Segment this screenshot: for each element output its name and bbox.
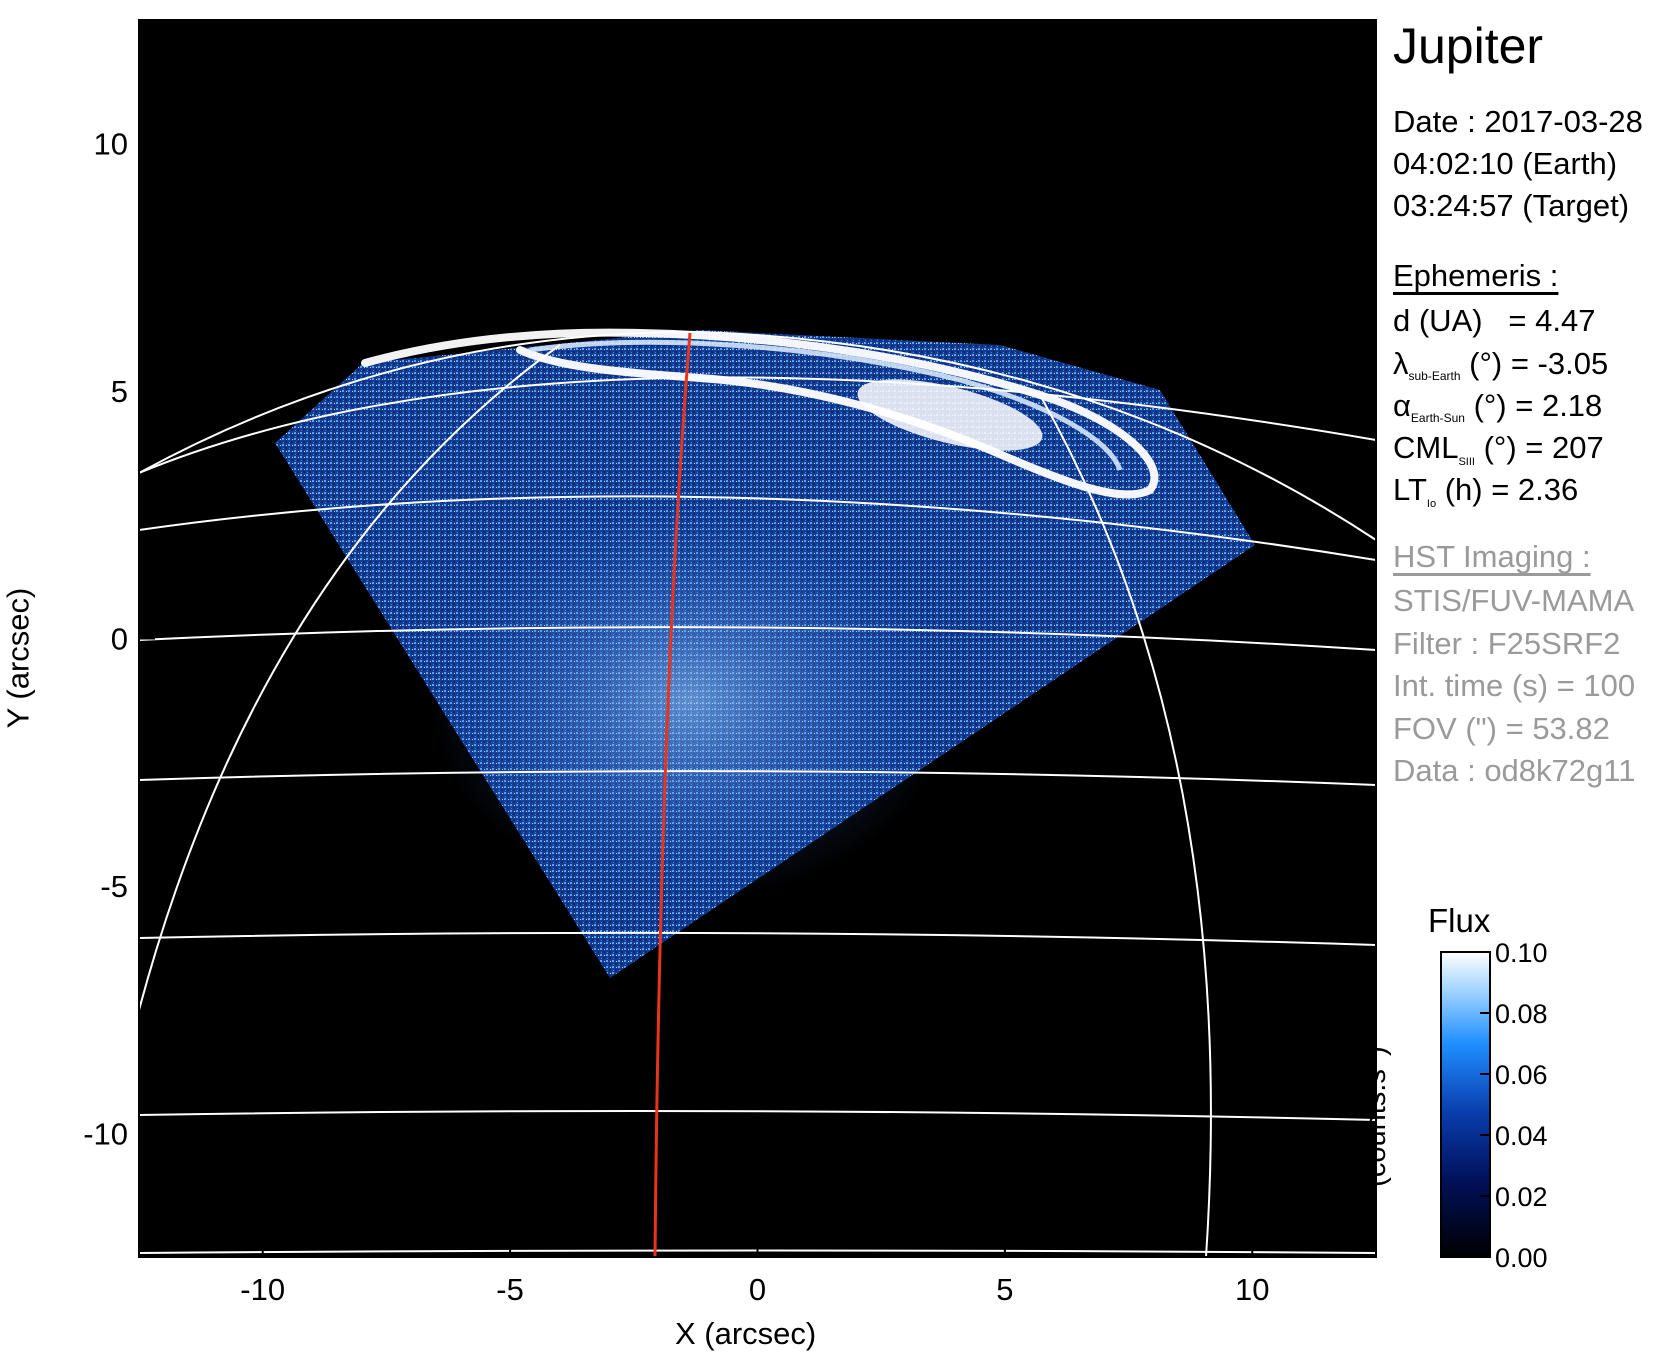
latitude-grid — [139, 376, 1376, 1257]
imaging-header: HST Imaging : — [1393, 539, 1591, 574]
colorbar-unit-exponent: -1 — [1361, 1055, 1379, 1070]
lt-value: (h) = 2.36 — [1444, 472, 1579, 507]
alpha-symbol: α — [1393, 388, 1411, 423]
colorbar — [1440, 951, 1491, 1258]
colorbar-tick-label: 0.06 — [1495, 1060, 1548, 1090]
longitude-grid — [139, 330, 1376, 1257]
ephemeris-alpha: αEarth-Sun (°) = 2.18 — [1393, 388, 1602, 425]
date-line: Date : 2017-03-28 — [1393, 104, 1643, 139]
imaging-instrument: STIS/FUV-MAMA — [1393, 583, 1635, 618]
x-tick-label: 0 — [749, 1272, 766, 1307]
lt-subscript: Io — [1426, 498, 1437, 510]
imaging-fov: FOV (") = 53.82 — [1393, 711, 1610, 746]
y-tick-label: 5 — [111, 374, 128, 409]
colorbar-tick-label: 0.10 — [1495, 938, 1548, 968]
alpha-value: (°) = 2.18 — [1473, 388, 1603, 423]
colorbar-unit-text: (counts.s — [1359, 1069, 1392, 1187]
imaging-int-time: Int. time (s) = 100 — [1393, 668, 1636, 703]
y-tick-label: -10 — [83, 1116, 128, 1151]
cml-symbol: CML — [1393, 430, 1459, 465]
colorbar-tick-label: 0.08 — [1495, 999, 1548, 1029]
auroral-oval-inner — [529, 339, 1123, 471]
cml-subscript: SIII — [1458, 456, 1475, 468]
target-time: 03:24:57 (Target) — [1393, 188, 1630, 223]
y-tick-label: 0 — [111, 622, 128, 657]
distance-value: = 4.47 — [1508, 303, 1596, 338]
imaging-filter: Filter : F25SRF2 — [1393, 626, 1621, 661]
colorbar-title: Flux — [1428, 902, 1491, 939]
y-tick-label: 10 — [94, 127, 128, 162]
colorbar-tick-label: 0.04 — [1495, 1121, 1548, 1151]
y-tick-label: -5 — [100, 869, 128, 904]
central-meridian — [653, 332, 692, 1257]
ephemeris-cml: CMLSIII (°) = 207 — [1393, 430, 1604, 468]
cml-value: (°) = 207 — [1483, 430, 1604, 465]
ephemeris-lambda: λsub-Earth (°) = -3.05 — [1393, 346, 1608, 383]
imaging-data-id: Data : od8k72g11 — [1393, 753, 1636, 788]
ephemeris-lt: LTIo (h) = 2.36 — [1393, 472, 1578, 510]
target-name: Jupiter — [1393, 18, 1544, 74]
ephemeris-header: Ephemeris : — [1393, 258, 1559, 293]
y-axis-ticks: -10 -5 0 5 10 — [83, 127, 1376, 1151]
colorbar-tick-label: 0.00 — [1495, 1243, 1548, 1273]
y-axis-label: Y (arcsec) — [0, 587, 36, 729]
x-axis-ticks: -10 -5 0 5 10 — [240, 20, 1270, 1307]
lt-symbol: LT — [1393, 472, 1427, 507]
x-tick-label: -10 — [240, 1272, 285, 1307]
earth-time: 04:02:10 (Earth) — [1393, 146, 1618, 181]
lambda-subscript: sub-Earth — [1408, 369, 1461, 383]
alpha-subscript: Earth-Sun — [1410, 411, 1465, 425]
x-tick-label: -5 — [496, 1272, 524, 1307]
colorbar-tick-label: 0.02 — [1495, 1182, 1548, 1212]
colorbar-unit-close: ) — [1359, 1046, 1392, 1056]
lambda-symbol: λ — [1393, 346, 1409, 381]
colorbar-unit-label: (counts.s-1) — [1360, 1046, 1393, 1187]
x-tick-label: 10 — [1235, 1272, 1269, 1307]
ephemeris-distance: d (UA) = 4.47 — [1393, 303, 1595, 339]
diffuse-glow — [430, 500, 950, 900]
lambda-value: (°) = -3.05 — [1469, 346, 1609, 381]
auroral-bright-spot — [857, 379, 1043, 451]
x-axis-label: X (arcsec) — [675, 1316, 817, 1351]
x-tick-label: 5 — [996, 1272, 1013, 1307]
colorbar-ticks: 0.10 0.08 0.06 0.04 0.02 0.00 — [1480, 938, 1548, 1273]
distance-label: d (UA) — [1393, 303, 1483, 338]
